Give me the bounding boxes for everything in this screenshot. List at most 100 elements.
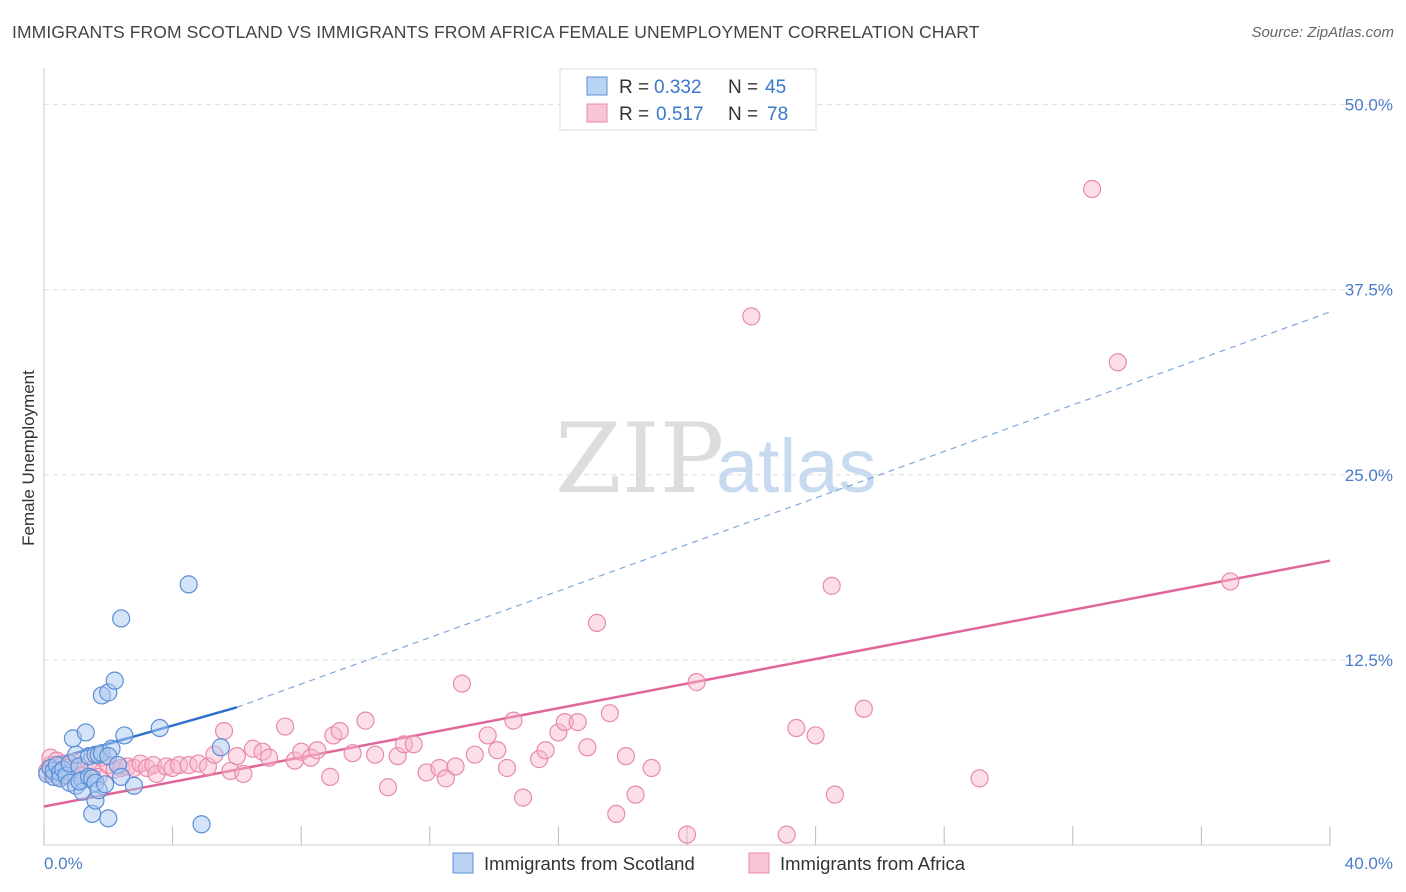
africa-point bbox=[607, 804, 626, 824]
watermark-zip: ZIP bbox=[555, 403, 724, 515]
africa-point bbox=[555, 712, 574, 732]
y-axis-title: Female Unemployment bbox=[19, 370, 38, 546]
africa-point bbox=[394, 735, 414, 754]
africa-point bbox=[642, 758, 661, 778]
africa-point bbox=[488, 741, 507, 760]
africa-point bbox=[169, 755, 189, 775]
africa-point bbox=[504, 711, 523, 730]
africa-point bbox=[404, 735, 423, 754]
africa-point bbox=[970, 769, 989, 788]
africa-point bbox=[1108, 353, 1127, 372]
scotland-trend-extension bbox=[236, 311, 1331, 708]
africa-point bbox=[301, 748, 320, 767]
africa-point bbox=[825, 785, 844, 804]
legend-swatch-scotland bbox=[586, 76, 608, 96]
scotland-point bbox=[99, 809, 118, 828]
africa-point bbox=[687, 673, 706, 692]
x-tick-label: 40.0% bbox=[1345, 854, 1393, 873]
africa-point bbox=[198, 757, 218, 776]
africa-point bbox=[478, 726, 497, 745]
axes-layer bbox=[43, 68, 1331, 846]
legend-r-value-scotland: 0.332 bbox=[654, 77, 702, 98]
africa-point bbox=[436, 769, 455, 788]
scotland-point bbox=[211, 738, 230, 757]
legend-swatch-africa bbox=[586, 103, 608, 123]
africa-point bbox=[343, 744, 362, 763]
scotland-point bbox=[76, 723, 95, 742]
africa-point bbox=[616, 747, 636, 766]
bottom-legend-label-scotland: Immigrants from Scotland bbox=[484, 853, 695, 874]
africa-point bbox=[292, 742, 311, 761]
x-tick-label: 0.0% bbox=[44, 854, 83, 873]
trend-layer bbox=[43, 311, 1331, 808]
scotland-point bbox=[150, 718, 169, 738]
africa-point bbox=[568, 712, 587, 732]
africa-point bbox=[587, 613, 607, 632]
africa-point bbox=[276, 717, 295, 736]
africa-point bbox=[578, 738, 597, 757]
legend-n-value-scotland: 45 bbox=[765, 77, 786, 98]
africa-point bbox=[1221, 572, 1240, 591]
africa-point bbox=[530, 750, 549, 769]
africa-point bbox=[366, 745, 385, 764]
y-tick-label: 25.0% bbox=[1345, 466, 1393, 485]
y-tick-label: 37.5% bbox=[1345, 281, 1393, 300]
scotland-point bbox=[124, 776, 144, 795]
africa-point bbox=[356, 711, 375, 730]
africa-point bbox=[497, 758, 517, 778]
source-label: Source: ZipAtlas.com bbox=[1251, 24, 1394, 41]
africa-point bbox=[600, 704, 619, 723]
africa-point bbox=[227, 747, 246, 766]
africa-trend-line bbox=[43, 559, 1331, 808]
watermark: ZIP atlas bbox=[555, 403, 877, 515]
legend: R = 0.332 N = 45 R = 0.517 N = 78 bbox=[559, 68, 817, 131]
legend-n-label: N = bbox=[728, 104, 758, 125]
africa-point bbox=[179, 755, 198, 775]
legend-r-value-africa: 0.517 bbox=[656, 104, 704, 125]
africa-point bbox=[854, 699, 873, 718]
scotland-point bbox=[112, 767, 131, 786]
y-tick-label: 12.5% bbox=[1345, 651, 1393, 670]
africa-point bbox=[430, 758, 449, 778]
africa-point bbox=[147, 764, 166, 784]
bottom-legend-swatch-africa bbox=[748, 852, 770, 874]
africa-point bbox=[777, 825, 796, 844]
scotland-point bbox=[115, 726, 134, 745]
africa-point bbox=[513, 788, 533, 807]
africa-point bbox=[308, 741, 327, 760]
chart-title: IMMIGRANTS FROM SCOTLAND VS IMMIGRANTS F… bbox=[12, 22, 980, 42]
legend-r-label: R = bbox=[619, 77, 649, 98]
scotland-point bbox=[95, 775, 115, 794]
africa-point bbox=[378, 778, 398, 797]
legend-n-value-africa: 78 bbox=[767, 104, 788, 125]
scotland-point bbox=[112, 609, 131, 628]
africa-point bbox=[234, 764, 253, 784]
scotland-point bbox=[179, 575, 198, 594]
bottom-legend: Immigrants from Scotland Immigrants from… bbox=[452, 852, 966, 874]
africa-point bbox=[742, 307, 761, 326]
africa-point bbox=[677, 825, 697, 844]
legend-n-label: N = bbox=[728, 77, 758, 98]
africa-point bbox=[259, 748, 279, 767]
africa-point bbox=[388, 747, 407, 766]
watermark-atlas: atlas bbox=[716, 424, 877, 509]
africa-point bbox=[626, 785, 645, 804]
africa-point bbox=[549, 723, 568, 742]
y-tick-label: 50.0% bbox=[1345, 96, 1393, 115]
africa-point bbox=[446, 757, 465, 776]
africa-point bbox=[806, 726, 825, 745]
legend-r-label: R = bbox=[619, 104, 649, 125]
africa-point bbox=[452, 674, 472, 693]
africa-point bbox=[214, 721, 234, 741]
tick-labels: 12.5% 25.0% 37.5% 50.0% 0.0% 40.0% bbox=[44, 96, 1393, 873]
bottom-legend-swatch-scotland bbox=[452, 852, 474, 874]
africa-point bbox=[321, 767, 340, 786]
africa-point bbox=[822, 576, 841, 595]
grid-layer bbox=[44, 104, 1392, 661]
africa-point bbox=[1082, 179, 1102, 199]
scotland-point bbox=[105, 671, 124, 690]
africa-point bbox=[536, 741, 555, 760]
points-layer bbox=[38, 179, 1240, 844]
africa-point bbox=[465, 745, 484, 764]
